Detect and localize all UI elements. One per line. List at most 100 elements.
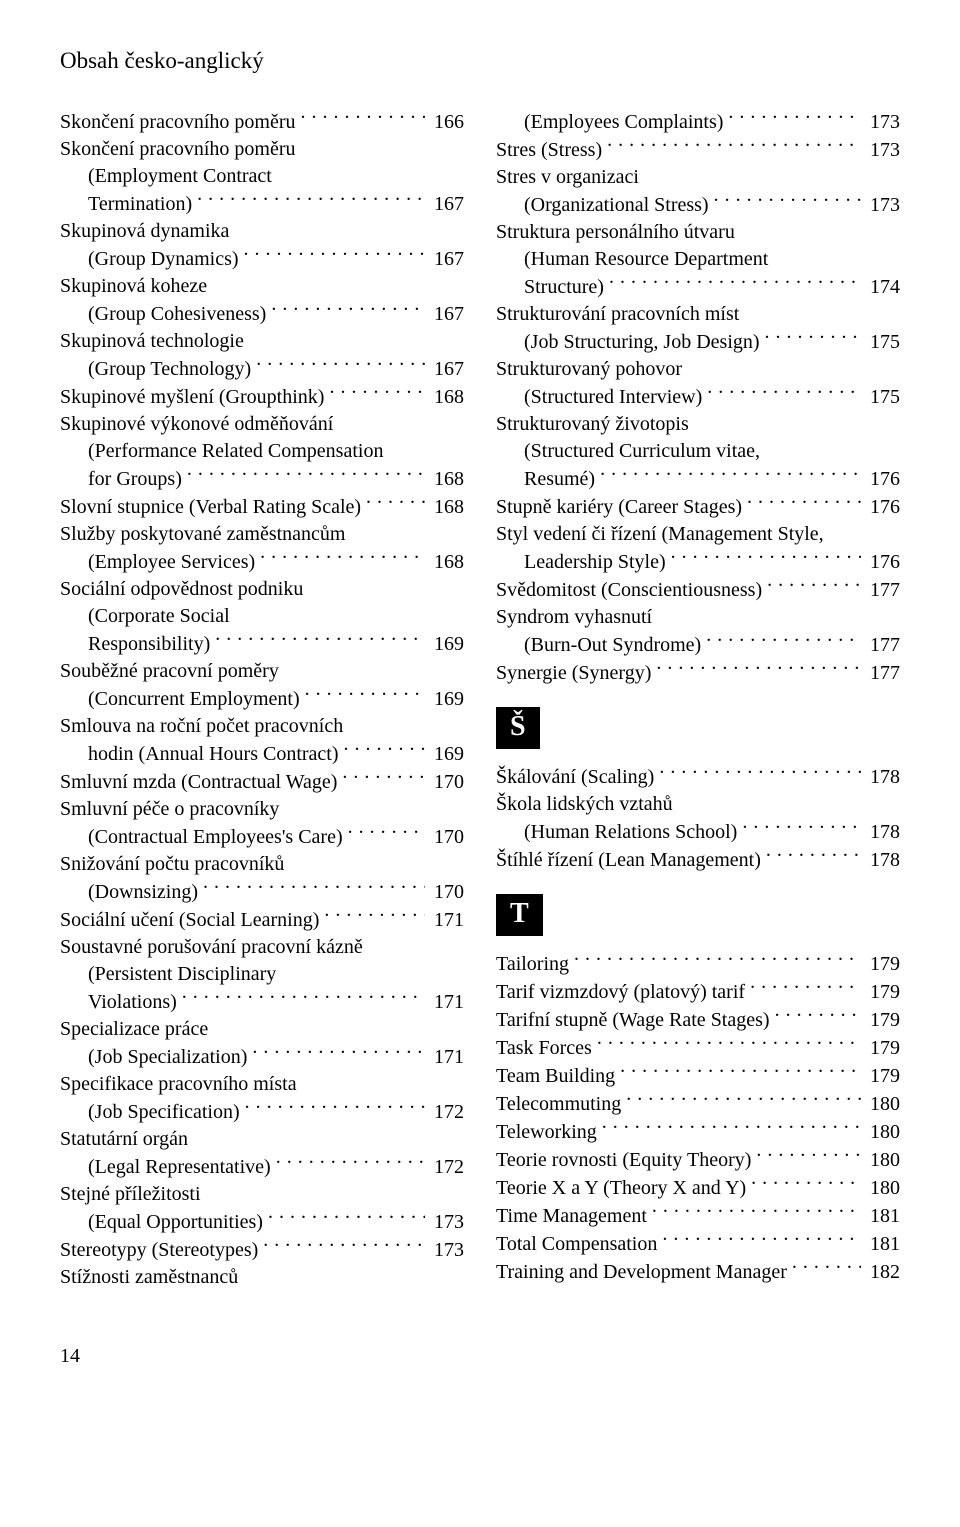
index-entry: Total Compensation 181	[496, 1230, 900, 1258]
index-entry: Styl vedení či řízení (Management Style,…	[496, 521, 900, 576]
entry-page: 168	[425, 549, 464, 576]
entry-text: (Group Technology)	[88, 356, 256, 383]
section-tab-t: T	[496, 894, 543, 936]
leader-dots	[607, 136, 861, 156]
entry-text: Teleworking	[496, 1119, 602, 1146]
entry-page: 174	[861, 274, 900, 301]
leader-dots	[765, 328, 861, 348]
index-entry: (Employees Complaints) 173	[496, 108, 900, 136]
entry-page: 180	[861, 1147, 900, 1174]
index-entry: Skupinové myšlení (Groupthink) 168	[60, 383, 464, 411]
entry-text: Tarif vizmzdový (platový) tarif	[496, 979, 750, 1006]
entry-text: (Structured Interview)	[524, 384, 707, 411]
index-entry: Škola lidských vztahů(Human Relations Sc…	[496, 791, 900, 846]
index-entry: Soustavné porušování pracovní kázně(Pers…	[60, 934, 464, 1016]
entry-text: hodin (Annual Hours Contract)	[88, 741, 344, 768]
leader-dots	[276, 1153, 425, 1173]
leader-dots	[626, 1090, 861, 1110]
index-entry: Skupinová technologie(Group Technology) …	[60, 328, 464, 383]
leader-dots	[750, 978, 861, 998]
entry-page: 180	[861, 1175, 900, 1202]
entry-text: Snižování počtu pracovníků	[60, 851, 284, 878]
index-entry: Strukturovaný pohovor(Structured Intervi…	[496, 356, 900, 411]
entry-text: (Persistent Disciplinary	[88, 961, 276, 988]
entry-page: 172	[425, 1099, 464, 1126]
leader-dots	[602, 1118, 861, 1138]
entry-page: 167	[425, 246, 464, 273]
index-entry: Team Building 179	[496, 1062, 900, 1090]
leader-dots	[329, 383, 425, 403]
entry-text: Slovní stupnice (Verbal Rating Scale)	[60, 494, 366, 521]
index-entry: Teleworking 180	[496, 1118, 900, 1146]
index-entry: Skupinové výkonové odměňování(Performanc…	[60, 411, 464, 493]
entry-page: 171	[425, 1044, 464, 1071]
entry-text: (Human Resource Department	[524, 246, 768, 273]
entry-page: 176	[861, 549, 900, 576]
entry-text: (Contractual Employees's Care)	[88, 824, 348, 851]
index-entry: Smluvní mzda (Contractual Wage) 170	[60, 768, 464, 796]
index-entry: Skupinová dynamika(Group Dynamics) 167	[60, 218, 464, 273]
index-entry: Stres (Stress) 173	[496, 136, 900, 164]
index-entry: Syndrom vyhasnutí(Burn-Out Syndrome) 177	[496, 604, 900, 659]
index-entry: Task Forces 179	[496, 1034, 900, 1062]
entry-page: 168	[425, 494, 464, 521]
page-number: 14	[60, 1345, 900, 1368]
entry-text: Sociální učení (Social Learning)	[60, 907, 324, 934]
entry-text: Strukturování pracovních míst	[496, 301, 739, 328]
entry-text: (Employment Contract	[88, 163, 272, 190]
leader-dots	[706, 631, 861, 651]
leader-dots	[659, 763, 861, 783]
content-columns: Skončení pracovního poměru 166Skončení p…	[60, 108, 900, 1291]
entry-text: Skupinová dynamika	[60, 218, 229, 245]
entry-text: Time Management	[496, 1203, 652, 1230]
entry-page: 167	[425, 356, 464, 383]
leader-dots	[756, 1146, 861, 1166]
leader-dots	[707, 383, 861, 403]
entry-page: 167	[425, 191, 464, 218]
index-entry: Teorie X a Y (Theory X and Y) 180	[496, 1174, 900, 1202]
entry-page: 179	[861, 1063, 900, 1090]
entry-page: 173	[425, 1209, 464, 1236]
index-entry: Statutární orgán(Legal Representative) 1…	[60, 1126, 464, 1181]
entry-text: Stejné příležitosti	[60, 1181, 201, 1208]
entry-text: (Job Specialization)	[88, 1044, 252, 1071]
entry-text: Soustavné porušování pracovní kázně	[60, 934, 363, 961]
index-entry: Training and Development Manager 182	[496, 1258, 900, 1286]
entry-page: 170	[425, 824, 464, 851]
entry-page: 167	[425, 301, 464, 328]
entry-text: Struktura personálního útvaru	[496, 219, 735, 246]
entry-page: 175	[861, 384, 900, 411]
leader-dots	[256, 355, 425, 375]
index-entry: Skončení pracovního poměru 166	[60, 108, 464, 136]
index-entry: Specializace práce(Job Specialization) 1…	[60, 1016, 464, 1071]
entry-text: Služby poskytované zaměstnancům	[60, 521, 346, 548]
entry-text: Štíhlé řízení (Lean Management)	[496, 847, 766, 874]
leader-dots	[301, 108, 426, 128]
leader-dots	[187, 465, 425, 485]
leader-dots	[597, 1034, 861, 1054]
leader-dots	[767, 576, 861, 596]
index-entry: Svědomitost (Conscientiousness) 177	[496, 576, 900, 604]
leader-dots	[324, 906, 425, 926]
index-entry: Skončení pracovního poměru(Employment Co…	[60, 136, 464, 218]
entry-text: Stres v organizaci	[496, 164, 639, 191]
entry-text: Stupně kariéry (Career Stages)	[496, 494, 747, 521]
entry-text: Škálování (Scaling)	[496, 764, 659, 791]
entry-text: Skupinové výkonové odměňování	[60, 411, 333, 438]
entry-text: Syndrom vyhasnutí	[496, 604, 652, 631]
entry-text: for Groups)	[88, 466, 187, 493]
entry-page: 176	[861, 494, 900, 521]
leader-dots	[775, 1006, 861, 1026]
entry-page: 171	[425, 989, 464, 1016]
index-entry: Strukturování pracovních míst(Job Struct…	[496, 301, 900, 356]
left-column: Skončení pracovního poměru 166Skončení p…	[60, 108, 464, 1291]
entry-text: Stres (Stress)	[496, 137, 607, 164]
index-entry: Smluvní péče o pracovníky(Contractual Em…	[60, 796, 464, 851]
page-header: Obsah česko-anglický	[60, 48, 900, 74]
entry-text: Skupinová koheze	[60, 273, 207, 300]
leader-dots	[342, 768, 425, 788]
index-entry: Sociální učení (Social Learning) 171	[60, 906, 464, 934]
index-entry: Služby poskytované zaměstnancům(Employee…	[60, 521, 464, 576]
entry-text: (Performance Related Compensation	[88, 438, 383, 465]
leader-dots	[182, 988, 425, 1008]
